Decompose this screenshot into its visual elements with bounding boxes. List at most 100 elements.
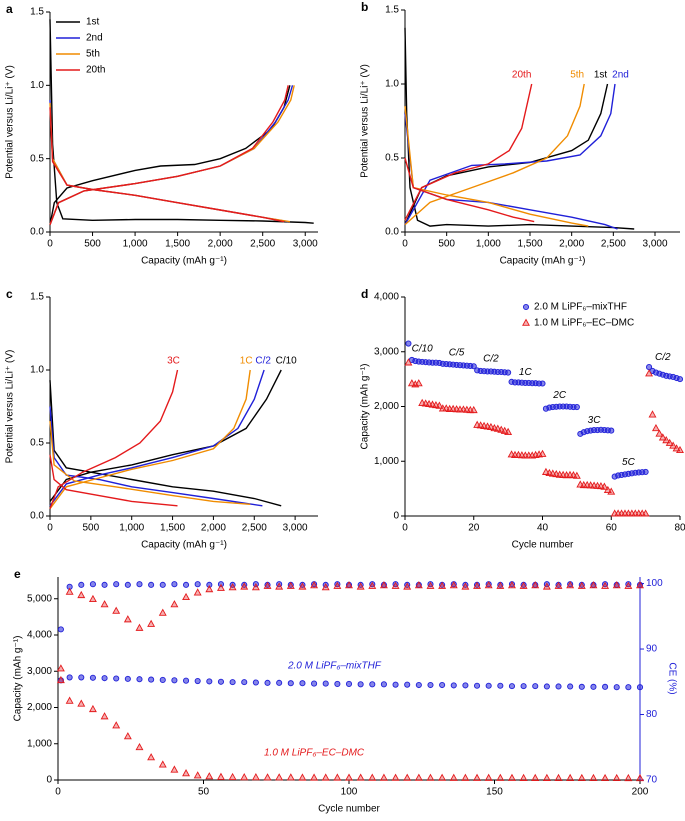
data-point bbox=[322, 680, 329, 687]
data-point bbox=[148, 676, 155, 683]
x-tick-label: 3,000 bbox=[293, 239, 318, 250]
data-point bbox=[554, 773, 563, 781]
data-point bbox=[56, 675, 65, 684]
data-point bbox=[403, 773, 412, 781]
y-tick-label: 0.0 bbox=[30, 511, 44, 522]
data-point bbox=[170, 600, 179, 608]
data-point bbox=[78, 581, 85, 588]
data-point bbox=[636, 684, 644, 691]
data-point bbox=[600, 482, 609, 490]
x-tick-label: 0 bbox=[402, 523, 408, 534]
data-point bbox=[601, 773, 610, 782]
data-point bbox=[573, 403, 580, 411]
x-tick-label: 500 bbox=[83, 523, 100, 534]
data-point bbox=[264, 679, 271, 686]
y-tick-label: 1.5 bbox=[30, 7, 44, 18]
annotation: 1C bbox=[519, 367, 533, 378]
y-tick-label: 1.0 bbox=[385, 79, 399, 90]
data-point bbox=[113, 581, 120, 588]
data-point bbox=[263, 581, 272, 589]
data-point bbox=[65, 587, 74, 595]
x-tick-label: 0 bbox=[402, 239, 408, 250]
x-axis-label: Capacity (mAh g⁻¹) bbox=[141, 540, 227, 551]
data-point bbox=[567, 683, 574, 690]
y-axis-label: Potential versus Li/Li⁺ (V) bbox=[360, 64, 371, 178]
x-tick-label: 1,000 bbox=[119, 523, 144, 534]
data-point bbox=[216, 772, 225, 780]
data-point bbox=[263, 773, 272, 781]
x-tick-label: 20 bbox=[468, 523, 480, 534]
data-point bbox=[602, 683, 609, 690]
data-point bbox=[78, 674, 85, 681]
data-point bbox=[182, 677, 190, 684]
panel-label: c bbox=[6, 287, 13, 301]
data-point bbox=[414, 773, 423, 781]
data-point bbox=[662, 436, 671, 444]
annotation: 1.0 M LiPF₆–EC–DMC bbox=[264, 747, 365, 758]
y-axis-label: Capacity (mAh g⁻¹) bbox=[13, 636, 24, 722]
data-point bbox=[136, 581, 143, 588]
x-tick-label: 40 bbox=[537, 523, 549, 534]
data-point bbox=[345, 773, 353, 781]
data-point bbox=[426, 773, 435, 781]
data-point bbox=[182, 769, 191, 777]
data-point bbox=[345, 581, 353, 589]
data-point bbox=[484, 773, 493, 781]
data-point bbox=[590, 683, 597, 690]
y-tick-label: 2,000 bbox=[374, 401, 399, 412]
data-point bbox=[379, 581, 388, 589]
data-point bbox=[286, 773, 295, 781]
data-point bbox=[170, 765, 179, 773]
data-point bbox=[286, 581, 295, 589]
legend-swatch bbox=[522, 303, 530, 311]
data-point bbox=[287, 680, 294, 687]
data-point bbox=[555, 683, 562, 690]
y2-tick-label: 70 bbox=[646, 775, 658, 786]
data-point bbox=[77, 590, 86, 599]
data-point bbox=[507, 581, 516, 589]
data-point bbox=[310, 773, 319, 781]
data-point bbox=[473, 581, 482, 589]
data-point bbox=[159, 676, 166, 684]
x-axis-label: Cycle number bbox=[318, 804, 380, 815]
panel-label: b bbox=[361, 0, 368, 14]
data-point bbox=[275, 773, 284, 781]
data-point bbox=[321, 583, 330, 591]
y-tick-label: 5,000 bbox=[27, 593, 52, 604]
y-tick-label: 1.0 bbox=[30, 80, 44, 91]
data-point bbox=[333, 581, 342, 589]
x-axis-label: Capacity (mAh g⁻¹) bbox=[141, 256, 227, 267]
y-tick-label: 0.0 bbox=[30, 227, 44, 238]
data-point bbox=[217, 678, 225, 685]
y2-tick-label: 100 bbox=[646, 578, 663, 589]
x-tick-label: 0 bbox=[47, 523, 53, 534]
data-point bbox=[158, 760, 167, 768]
data-point bbox=[414, 581, 423, 589]
x-tick-label: 200 bbox=[632, 787, 649, 798]
data-point bbox=[505, 369, 512, 376]
data-point bbox=[607, 487, 616, 495]
data-point bbox=[391, 581, 400, 589]
data-point bbox=[182, 581, 190, 588]
data-point bbox=[645, 369, 654, 377]
data-point bbox=[438, 581, 447, 589]
data-point bbox=[554, 581, 563, 589]
data-point bbox=[57, 626, 64, 633]
data-point bbox=[405, 340, 412, 347]
y2-tick-label: 80 bbox=[646, 709, 658, 720]
data-point bbox=[427, 681, 434, 689]
x-tick-label: 1,500 bbox=[517, 239, 542, 250]
series-label: 1C bbox=[240, 356, 253, 367]
annotation: C/5 bbox=[449, 347, 465, 358]
y-axis-label: Capacity (mAh g⁻¹) bbox=[360, 364, 371, 450]
x-tick-label: 1,000 bbox=[476, 239, 501, 250]
data-point bbox=[543, 683, 550, 690]
data-point bbox=[612, 581, 621, 589]
panel-label: e bbox=[14, 567, 21, 581]
x-tick-label: 50 bbox=[198, 787, 210, 798]
y2-tick-label: 90 bbox=[646, 644, 658, 655]
data-point bbox=[135, 742, 144, 751]
data-point bbox=[379, 773, 388, 781]
data-point bbox=[380, 681, 387, 688]
legend-label: 1.0 M LiPF₆–EC–DMC bbox=[534, 318, 634, 329]
